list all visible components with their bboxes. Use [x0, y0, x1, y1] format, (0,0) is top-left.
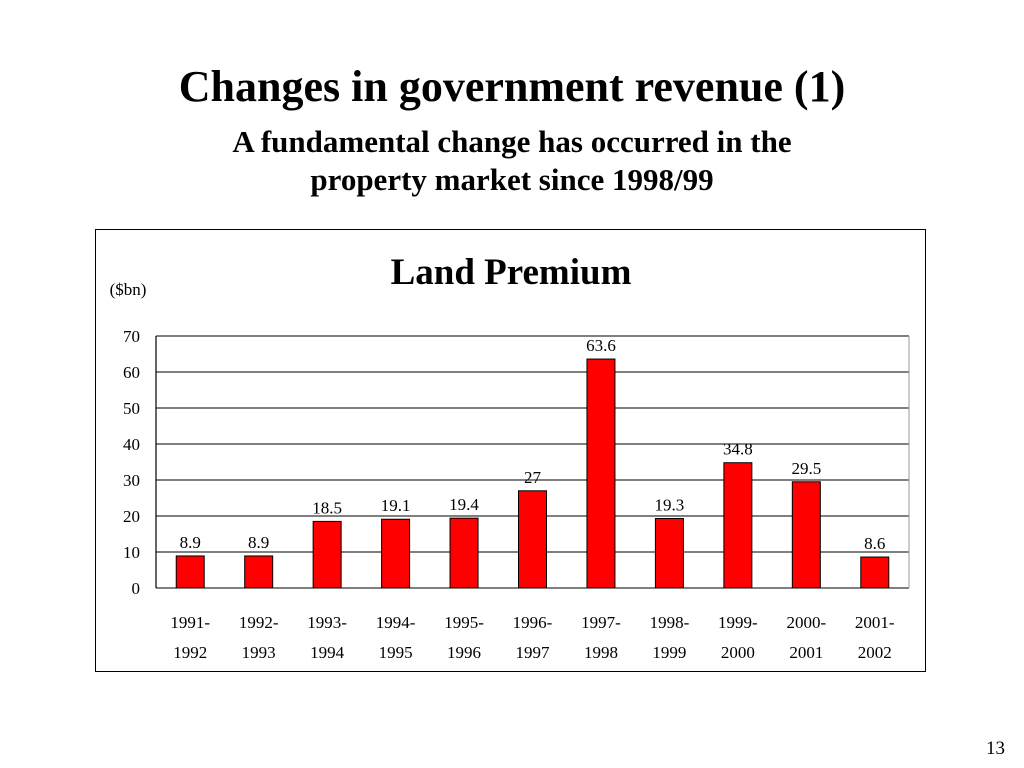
chart-container: Land Premium ($bn) 0 10 20 30 40 50 60 70 8.9 8.… [95, 229, 926, 672]
data-label: 19.3 [655, 496, 685, 515]
x-tick-label-line1: 1992- [239, 613, 279, 632]
data-label: 8.9 [248, 533, 269, 552]
x-tick-label-line2: 2001 [789, 643, 823, 662]
y-tick-label: 0 [132, 579, 141, 598]
bar [175, 555, 205, 589]
y-tick-label: 50 [123, 399, 140, 418]
x-tick-label-line1: 1997- [581, 613, 621, 632]
data-label: 18.5 [312, 498, 342, 517]
x-tick-label-line1: 1998- [650, 613, 690, 632]
x-tick-label-line2: 1999 [652, 643, 686, 662]
bar [518, 490, 547, 589]
x-tick-label-line2: 1998 [584, 643, 618, 662]
x-tick-label-line2: 1997 [516, 643, 551, 662]
x-tick-label-line1: 1993- [307, 613, 347, 632]
y-tick-label: 10 [123, 543, 140, 562]
bar [244, 555, 274, 589]
y-axis-unit-label: ($bn) [110, 280, 147, 299]
x-tick-label-line2: 2000 [721, 643, 755, 662]
x-tick-label-line2: 1995 [379, 643, 413, 662]
bar [449, 517, 479, 589]
data-label: 29.5 [791, 459, 821, 478]
x-tick-label-line1: 1991- [170, 613, 210, 632]
y-tick-label: 30 [123, 471, 140, 490]
chart-title: Land Premium [391, 252, 632, 293]
y-tick-label: 70 [123, 327, 140, 346]
bar [312, 520, 342, 589]
slide-subtitle-line2: property market since 1998/99 [310, 162, 714, 197]
x-tick-label-line2: 2002 [858, 643, 892, 662]
x-tick-label-line2: 1996 [447, 643, 481, 662]
data-label: 63.6 [586, 336, 616, 355]
bar [791, 481, 821, 589]
data-label: 19.4 [449, 495, 479, 514]
x-tick-label-line1: 2001- [855, 613, 895, 632]
data-label: 34.8 [723, 440, 753, 459]
slide-subtitle-line1: A fundamental change has occurred in the [232, 124, 792, 159]
bar [654, 518, 684, 589]
x-tick-label-line1: 1995- [444, 613, 484, 632]
slide-title: Changes in government revenue (1) [178, 62, 846, 111]
x-tick-label-line1: 1999- [718, 613, 758, 632]
x-tick-label-line2: 1994 [310, 643, 345, 662]
bars [175, 358, 890, 589]
x-tick-label-line2: 1992 [173, 643, 207, 662]
data-label: 8.6 [864, 534, 885, 553]
data-label: 19.1 [381, 496, 411, 515]
bar [381, 518, 411, 589]
page-number: 13 [986, 738, 1005, 759]
bar [860, 556, 890, 589]
y-tick-label: 40 [123, 435, 140, 454]
slide-subtitle: A fundamental change has occurred in the… [0, 123, 1024, 199]
x-tick-label-line1: 2000- [786, 613, 826, 632]
x-axis-ticks: 1991- 1992 1992- 1993 1993- 1994 1994- 1995 1995… [170, 613, 895, 662]
y-tick-label: 60 [123, 363, 140, 382]
data-labels: 8.9 8.9 18.5 19.1 19.4 27 63.6 19.3 34.8 29.5 8.6 [180, 336, 886, 553]
x-tick-label-line1: 1996- [513, 613, 553, 632]
y-tick-label: 20 [123, 507, 140, 526]
bar [723, 462, 753, 589]
data-label: 27 [524, 468, 542, 487]
x-tick-label-line1: 1994- [376, 613, 416, 632]
y-axis-ticks: 0 10 20 30 40 50 60 70 [123, 327, 140, 598]
data-label: 8.9 [180, 533, 201, 552]
bar [586, 358, 616, 589]
x-tick-label-line2: 1993 [242, 643, 276, 662]
